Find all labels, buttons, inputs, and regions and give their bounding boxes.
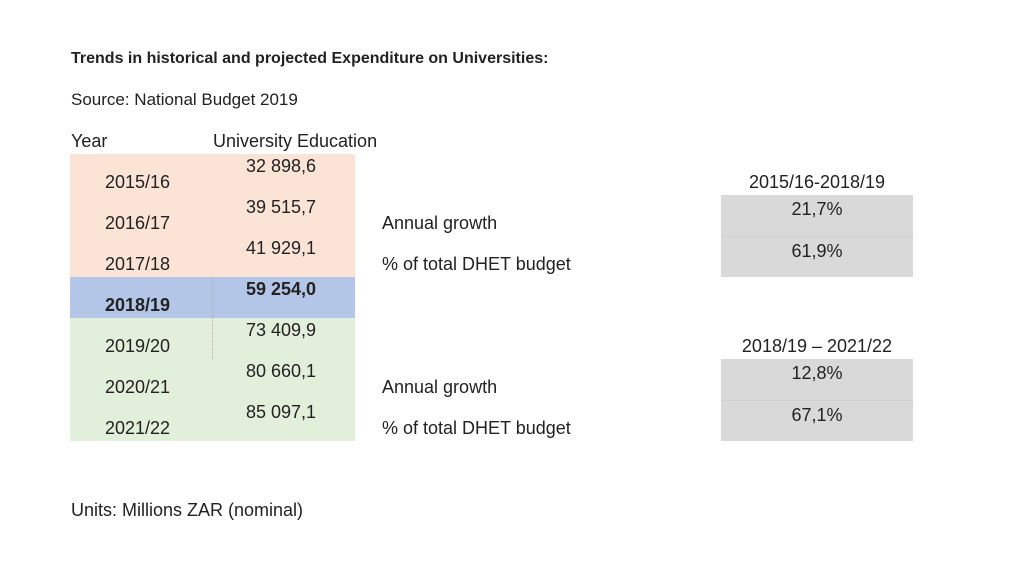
projected-period-header: 2018/19 – 2021/22 [741,336,893,356]
table-row-2021-22-year-cell: 2021/22 [70,400,213,441]
projected-annual-growth-value: 12,8% [791,363,843,383]
historical-period-header: 2015/16-2018/19 [748,172,886,192]
projected-annual-growth-box: 12,8% [721,359,913,400]
expenditure-value: 41 929,1 [246,238,317,258]
table-row-2020-21-year-cell: 2020/21 [70,359,213,400]
year-column-header: Year [71,131,108,151]
year-label: 2018/19 [105,295,171,315]
historical-dhet-share-value: 61,9% [791,241,843,261]
expenditure-value: 59 254,0 [246,279,317,299]
table-row-2019-20-year-cell: 2019/20 [70,318,213,359]
page-title: Trends in historical and projected Expen… [71,50,549,67]
table-row-2017-18-year-cell: 2017/18 [70,236,213,277]
table-row-2015-16-value-cell: 32 898,6 [213,154,355,195]
projected-annual-growth-label: Annual growth [382,377,498,397]
historical-annual-growth-value: 21,7% [791,199,843,219]
source-note: Source: National Budget 2019 [71,90,298,109]
table-row-2017-18-value-cell: 41 929,1 [213,236,355,277]
historical-annual-growth-label: Annual growth [382,213,498,233]
year-label: 2020/21 [105,377,171,397]
historical-dhet-share-label: % of total DHET budget [382,254,571,274]
table-row-2018-19-value-cell: 59 254,0 [213,277,355,318]
table-row-2015-16-year-cell: 2015/16 [70,154,213,195]
table-row-2016-17-value-cell: 39 515,7 [213,195,355,236]
projected-dhet-share-box: 67,1% [721,400,913,441]
table-row-2021-22-value-cell: 85 097,1 [213,400,355,441]
year-label: 2015/16 [105,172,171,192]
table-row-2019-20-value-cell: 73 409,9 [213,318,355,359]
expenditure-value: 32 898,6 [246,156,317,176]
projected-dhet-share-label: % of total DHET budget [382,418,571,438]
historical-dhet-share-box: 61,9% [721,236,913,277]
expenditure-value: 85 097,1 [246,402,317,422]
projected-dhet-share-value: 67,1% [791,405,843,425]
year-label: 2017/18 [105,254,171,274]
historical-annual-growth-box: 21,7% [721,195,913,236]
table-row-2018-19-year-cell: 2018/19 [70,277,213,318]
year-label: 2021/22 [105,418,171,438]
units-note: Units: Millions ZAR (nominal) [71,500,304,520]
year-label: 2016/17 [105,213,171,233]
expenditure-value: 80 660,1 [246,361,317,381]
table-row-2020-21-value-cell: 80 660,1 [213,359,355,400]
year-label: 2019/20 [105,336,171,356]
table-row-2016-17-year-cell: 2016/17 [70,195,213,236]
university-education-column-header: University Education [213,131,378,151]
expenditure-value: 73 409,9 [246,320,317,340]
expenditure-value: 39 515,7 [246,197,317,217]
